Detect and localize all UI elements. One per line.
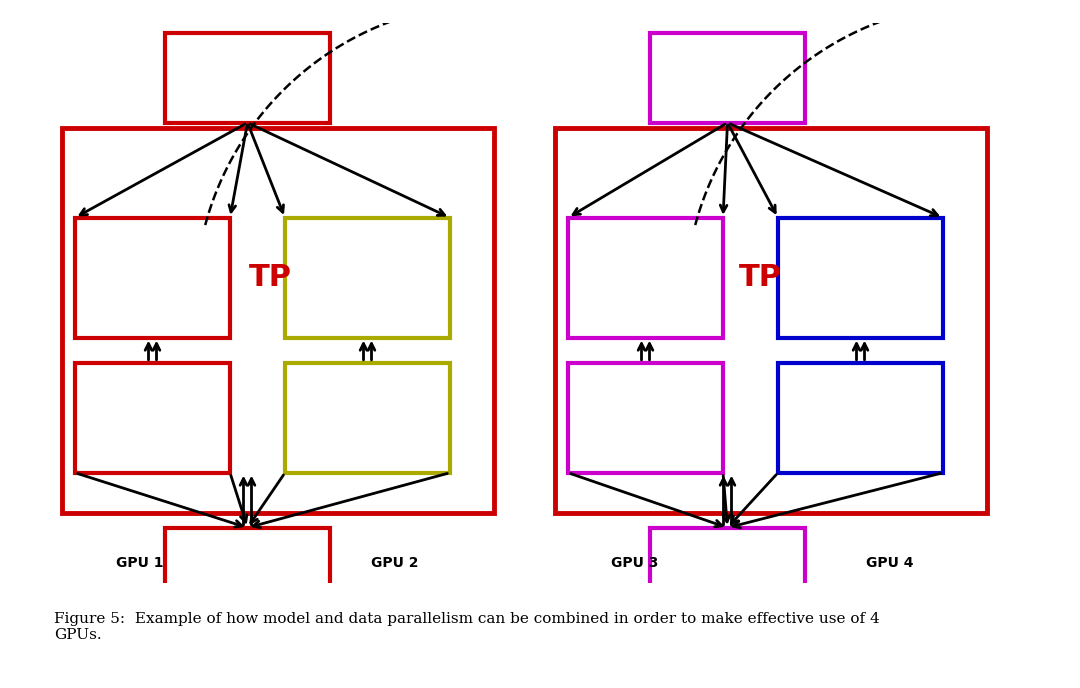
Bar xyxy=(165,33,330,122)
Bar xyxy=(568,363,723,473)
Bar xyxy=(568,217,723,338)
Bar xyxy=(650,528,805,613)
Bar xyxy=(650,33,805,122)
Text: GPU 3: GPU 3 xyxy=(611,556,659,570)
Bar xyxy=(75,217,230,338)
Text: GPU 4: GPU 4 xyxy=(866,556,914,570)
Text: GPU 1: GPU 1 xyxy=(117,556,164,570)
Bar xyxy=(62,128,494,513)
Bar xyxy=(285,363,450,473)
Bar xyxy=(165,528,330,613)
Text: TP: TP xyxy=(248,264,292,292)
Bar xyxy=(778,363,943,473)
Text: TP: TP xyxy=(739,264,782,292)
Bar xyxy=(555,128,987,513)
Text: Figure 5:  Example of how model and data parallelism can be combined in order to: Figure 5: Example of how model and data … xyxy=(54,612,880,642)
Text: GPU 2: GPU 2 xyxy=(372,556,419,570)
Bar xyxy=(285,217,450,338)
Bar xyxy=(75,363,230,473)
Bar xyxy=(778,217,943,338)
